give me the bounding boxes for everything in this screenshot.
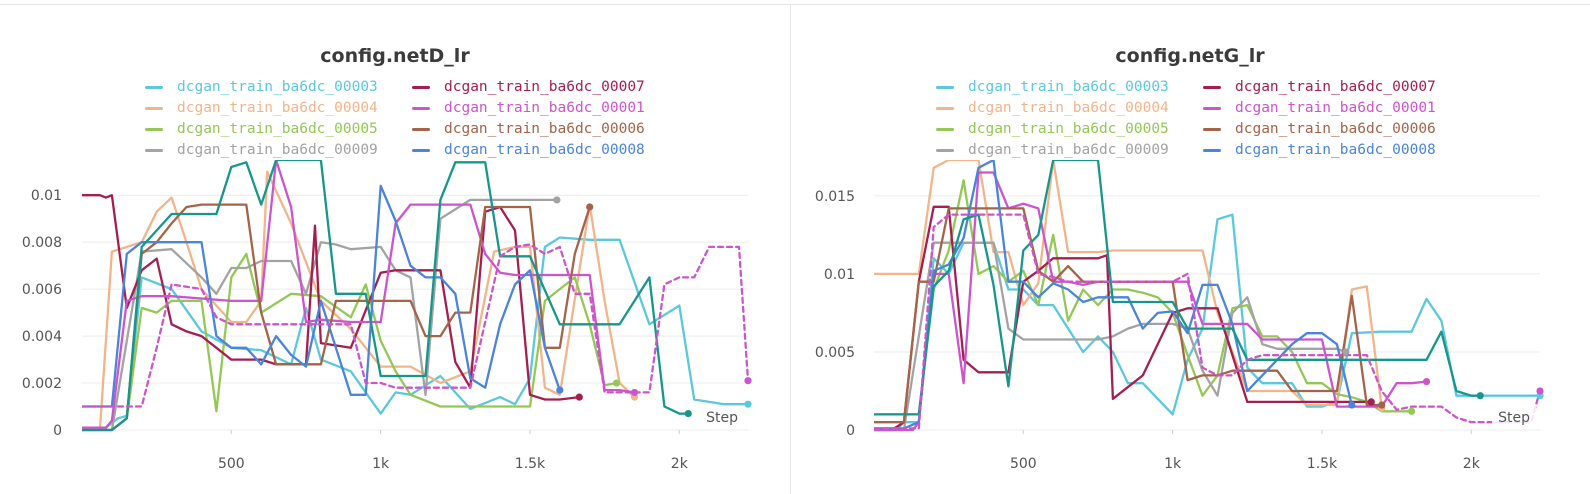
series-end-marker xyxy=(744,377,752,385)
line-chart: 0 0.002 0.004 0.006 0.008 0.01 500 1k 1.5k 2k Step xyxy=(22,160,752,472)
series-line-dcgan_train_ba6dc_00001_dashed xyxy=(874,213,1542,430)
x-axis-label-bg xyxy=(1492,406,1536,426)
legend-label: dcgan_train_ba6dc_00003 xyxy=(177,79,378,95)
x-tick-label: 1.5k xyxy=(515,456,546,472)
legend-label: dcgan_train_ba6dc_00001 xyxy=(1235,100,1436,116)
series-end-marker xyxy=(1367,398,1375,406)
series-line-dcgan_train_ba6dc_00006 xyxy=(82,203,591,432)
top-divider xyxy=(0,0,1590,5)
legend-label: dcgan_train_ba6dc_00008 xyxy=(444,142,645,158)
series-line-dcgan_train_ba6dc_00005 xyxy=(874,179,1413,416)
legend-label: dcgan_train_ba6dc_00009 xyxy=(177,142,378,158)
x-axis-label: Step xyxy=(1498,410,1530,426)
y-tick-label: 0.015 xyxy=(815,189,855,205)
legend-swatch xyxy=(936,128,954,131)
series-end-marker xyxy=(1536,387,1544,395)
legend-label: dcgan_train_ba6dc_00004 xyxy=(177,100,378,116)
x-tick-label: 500 xyxy=(218,456,245,472)
chart-legend: dcgan_train_ba6dc_00003 dcgan_train_ba6dc… xyxy=(145,77,705,159)
chart-panel-netD-lr: config.netD_lr dcgan_train_ba6dc_00003 dc… xyxy=(0,5,791,494)
series-end-marker xyxy=(1476,392,1484,400)
series-line-dcgan_train_ba6dc_00004 xyxy=(82,170,636,432)
legend-swatch xyxy=(936,86,954,89)
legend-swatch xyxy=(412,107,430,110)
legend-swatch xyxy=(936,107,954,110)
chart-legend: dcgan_train_ba6dc_00003 dcgan_train_ba6dc… xyxy=(936,77,1496,159)
x-axis-label: Step xyxy=(706,410,738,426)
y-tick-label: 0 xyxy=(53,423,62,439)
y-tick-label: 0.006 xyxy=(22,282,62,298)
series-end-marker xyxy=(556,386,564,394)
y-tick-label: 0 xyxy=(846,423,855,439)
line-chart: 0 0.005 0.01 0.015 500 1k 1.5k 2k Step xyxy=(815,160,1544,472)
legend-label: dcgan_train_ba6dc_00005 xyxy=(968,121,1169,137)
series-end-marker xyxy=(684,409,692,418)
series-line-dcgan_train_ba6dc_00009 xyxy=(82,198,559,432)
series-line-dcgan_train_ba6dc_00003 xyxy=(82,236,750,429)
y-tick-label: 0.01 xyxy=(824,267,855,283)
legend-label: dcgan_train_ba6dc_00009 xyxy=(968,142,1169,158)
series-end-marker xyxy=(1348,401,1356,409)
legend-swatch xyxy=(936,149,954,152)
x-tick-label: 1k xyxy=(372,456,390,472)
legend-swatch xyxy=(145,128,163,131)
legend-swatch xyxy=(145,86,163,89)
legend-label: dcgan_train_ba6dc_00007 xyxy=(444,79,645,95)
series-line-dcgan_train_ba6dc_00001_dashed xyxy=(82,243,750,408)
series-end-marker xyxy=(1407,407,1416,415)
x-tick-label: 2k xyxy=(671,456,689,472)
y-tick-label: 0.008 xyxy=(22,235,62,251)
series-line-dcgan_train_ba6dc_00009 xyxy=(874,241,1348,432)
series-end-marker xyxy=(744,400,752,408)
chart-title: config.netG_lr xyxy=(1115,45,1265,67)
x-tick-label: 2k xyxy=(1463,456,1481,472)
legend-label: dcgan_train_ba6dc_00008 xyxy=(1235,142,1436,158)
y-tick-label: 0.01 xyxy=(31,188,62,204)
legend-swatch xyxy=(145,107,163,110)
series-line-dcgan_train_ba6dc_00006 xyxy=(874,207,1383,424)
legend-swatch xyxy=(412,128,430,131)
legend-label: dcgan_train_ba6dc_00003 xyxy=(968,79,1169,95)
legend-swatch xyxy=(145,149,163,152)
series-end-marker xyxy=(1422,378,1431,386)
legend-label: dcgan_train_ba6dc_00005 xyxy=(177,121,378,137)
legend-label: dcgan_train_ba6dc_00004 xyxy=(968,100,1169,116)
legend-label: dcgan_train_ba6dc_00007 xyxy=(1235,79,1436,95)
series-end-marker xyxy=(1378,401,1386,409)
series-line-dcgan_train_ba6dc_00008 xyxy=(874,160,1353,430)
legend-label: dcgan_train_ba6dc_00001 xyxy=(444,100,645,116)
chart-panel-netG-lr: config.netG_lr dcgan_train_ba6dc_00003 dc… xyxy=(795,5,1585,494)
y-tick-label: 0.005 xyxy=(815,345,855,361)
series-line-dcgan_train_ba6dc_00002 xyxy=(874,160,1482,416)
series-end-marker xyxy=(586,203,594,211)
legend-swatch xyxy=(1203,107,1221,110)
x-tick-label: 500 xyxy=(1010,456,1037,472)
x-tick-label: 1.5k xyxy=(1307,456,1338,472)
legend-swatch xyxy=(412,149,430,152)
series-end-marker xyxy=(1342,348,1350,356)
series-end-marker xyxy=(612,379,621,387)
legend-label: dcgan_train_ba6dc_00006 xyxy=(444,121,645,137)
x-tick-label: 1k xyxy=(1164,456,1182,472)
legend-swatch xyxy=(1203,86,1221,89)
y-tick-label: 0.004 xyxy=(22,329,62,345)
legend-swatch xyxy=(1203,128,1221,131)
legend-label: dcgan_train_ba6dc_00006 xyxy=(1235,121,1436,137)
legend-swatch xyxy=(412,86,430,89)
series-line-dcgan_train_ba6dc_00002 xyxy=(82,160,690,432)
series-end-marker xyxy=(575,393,583,401)
y-tick-label: 0.002 xyxy=(22,376,62,392)
series-end-marker xyxy=(553,196,561,204)
chart-title: config.netD_lr xyxy=(320,45,470,67)
series-end-marker xyxy=(630,388,639,397)
legend-swatch xyxy=(1203,149,1221,152)
x-axis-label-bg xyxy=(700,406,744,426)
